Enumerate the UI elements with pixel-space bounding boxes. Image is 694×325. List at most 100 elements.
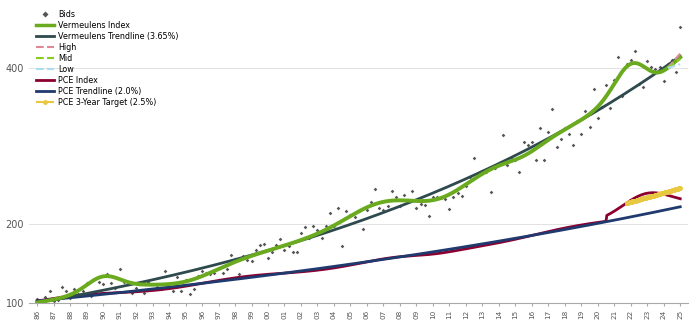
- Line: PCE 3-Year Target (2.5%): PCE 3-Year Target (2.5%): [625, 186, 682, 205]
- Bids: [662, 62, 673, 67]
- Line: High: High: [668, 53, 680, 68]
- Bids: [44, 288, 55, 293]
- Vermeulens Trendline (3.65%): [373, 213, 381, 217]
- Low: [672, 63, 681, 67]
- Bids: [452, 191, 463, 196]
- Vermeulens Trendline (3.65%): [214, 262, 222, 266]
- Bids: [139, 290, 150, 295]
- Low: [666, 65, 675, 69]
- Vermeulens Index: [676, 55, 684, 59]
- Bids: [609, 78, 620, 83]
- Bids: [275, 236, 286, 241]
- Bids: [600, 82, 611, 87]
- Mid: [675, 58, 684, 62]
- Bids: [432, 194, 443, 199]
- Bids: [300, 224, 311, 229]
- Vermeulens Index: [214, 267, 222, 271]
- Low: [668, 65, 676, 69]
- Bids: [675, 25, 686, 30]
- Bids: [604, 106, 616, 111]
- Bids: [304, 235, 315, 240]
- Line: Vermeulens Trendline (3.65%): Vermeulens Trendline (3.65%): [37, 56, 680, 303]
- Bids: [658, 79, 669, 84]
- Bids: [143, 280, 154, 285]
- Vermeulens Trendline (3.65%): [33, 301, 42, 305]
- Bids: [353, 208, 364, 213]
- PCE 3-Year Target (2.5%): [676, 186, 684, 190]
- Low: [663, 66, 672, 70]
- Bids: [114, 266, 125, 271]
- Bids: [411, 206, 422, 211]
- PCE Trendline (2.0%): [214, 280, 222, 283]
- Bids: [568, 143, 579, 148]
- Line: PCE Index: PCE Index: [37, 193, 680, 301]
- Bids: [81, 281, 92, 286]
- Bids: [407, 188, 418, 193]
- PCE Trendline (2.0%): [159, 286, 167, 290]
- Bids: [386, 188, 397, 194]
- Bids: [378, 208, 389, 213]
- Mid: [666, 64, 675, 68]
- PCE Trendline (2.0%): [298, 269, 306, 273]
- Bids: [366, 199, 377, 204]
- Bids: [160, 269, 171, 274]
- Bids: [332, 206, 344, 211]
- Bids: [85, 293, 96, 298]
- Line: Low: Low: [668, 64, 680, 68]
- PCE Index: [298, 270, 306, 274]
- Line: Mid: Mid: [668, 59, 680, 68]
- Low: [674, 63, 682, 67]
- Bids: [258, 241, 269, 247]
- Bids: [316, 235, 327, 240]
- Bids: [217, 270, 228, 275]
- High: [675, 52, 684, 56]
- PCE 3-Year Target (2.5%): [645, 195, 654, 199]
- Mid: [674, 59, 682, 63]
- Line: PCE Trendline (2.0%): PCE Trendline (2.0%): [37, 207, 680, 301]
- Mid: [670, 62, 678, 66]
- Bids: [205, 271, 216, 276]
- Mid: [668, 63, 676, 67]
- Bids: [580, 108, 591, 113]
- Bids: [341, 208, 352, 213]
- Bids: [357, 227, 369, 232]
- Mid: [668, 62, 677, 66]
- PCE Trendline (2.0%): [243, 276, 251, 280]
- Bids: [559, 126, 570, 131]
- PCE Index: [159, 287, 167, 291]
- Bids: [230, 257, 241, 262]
- Bids: [436, 195, 447, 201]
- Low: [670, 64, 678, 68]
- Bids: [642, 58, 653, 63]
- PCE Index: [676, 197, 684, 201]
- Bids: [196, 268, 208, 273]
- Bids: [588, 86, 599, 92]
- Bids: [419, 202, 430, 208]
- Bids: [238, 254, 249, 259]
- Vermeulens Index: [159, 282, 167, 286]
- Vermeulens Index: [439, 195, 448, 199]
- Low: [671, 64, 679, 68]
- Bids: [625, 57, 636, 62]
- Bids: [650, 66, 661, 71]
- Vermeulens Trendline (3.65%): [159, 275, 167, 279]
- Bids: [456, 193, 467, 199]
- Bids: [201, 271, 212, 276]
- Bids: [176, 289, 187, 294]
- Bids: [307, 224, 319, 229]
- PCE Trendline (2.0%): [33, 299, 42, 303]
- Bids: [428, 194, 439, 200]
- Bids: [180, 278, 191, 283]
- Bids: [539, 158, 550, 163]
- Bids: [613, 55, 624, 60]
- Mid: [672, 59, 681, 63]
- Bids: [226, 253, 237, 258]
- Bids: [493, 162, 505, 168]
- Bids: [498, 133, 509, 138]
- Vermeulens Trendline (3.65%): [676, 54, 684, 58]
- Vermeulens Index: [33, 301, 42, 305]
- High: [671, 57, 679, 61]
- Low: [664, 66, 672, 70]
- Bids: [551, 145, 562, 150]
- Bids: [171, 275, 183, 280]
